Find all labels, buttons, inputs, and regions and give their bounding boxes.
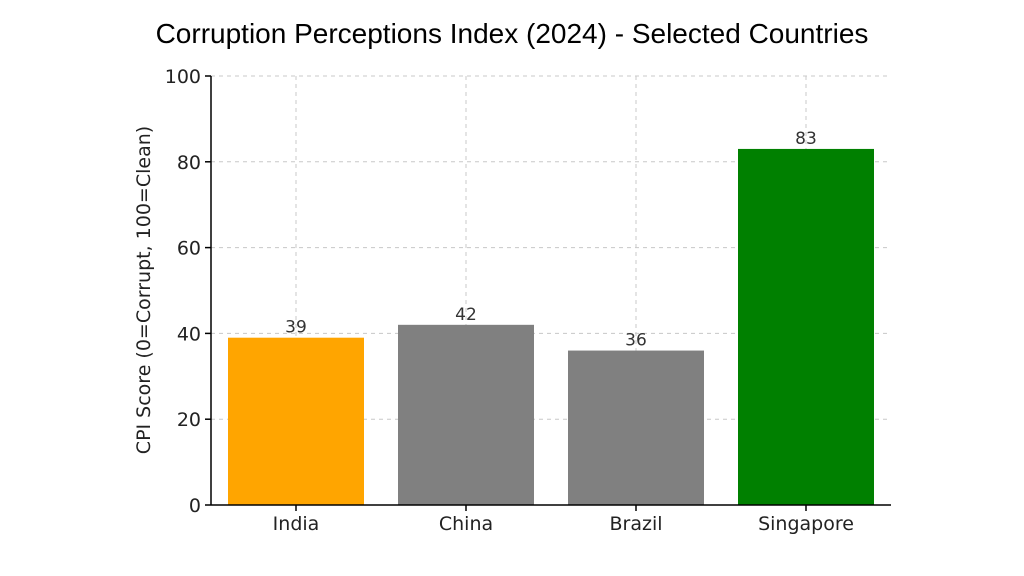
- data-label-brazil: 36: [625, 331, 647, 351]
- y-tick-label: 0: [189, 495, 201, 517]
- data-label-china: 42: [455, 305, 477, 325]
- y-tick-label: 40: [177, 323, 201, 345]
- y-tick-label: 100: [165, 66, 201, 88]
- y-axis-label: CPI Score (0=Corrupt, 100=Clean): [133, 126, 155, 454]
- data-label-india: 39: [285, 318, 307, 338]
- bars-layer: 39 42 36 83: [228, 129, 874, 505]
- x-tick-label: Singapore: [758, 513, 854, 535]
- y-tick-label: 80: [177, 152, 201, 174]
- x-tick-label: India: [273, 513, 320, 535]
- axis-layer: 0 20 40 60 80 100 India China Brazil Singapore: [165, 66, 891, 535]
- bar-china: [398, 324, 534, 505]
- x-tick-label: Brazil: [609, 513, 662, 535]
- bar-brazil: [568, 350, 704, 505]
- bar-singapore: [738, 148, 874, 505]
- y-tick-label: 20: [177, 409, 201, 431]
- bar-india: [228, 337, 364, 505]
- x-tick-label: China: [439, 513, 493, 535]
- y-tick-label: 60: [177, 238, 201, 260]
- chart-title: Corruption Perceptions Index (2024) - Se…: [155, 18, 869, 49]
- data-label-singapore: 83: [795, 129, 817, 149]
